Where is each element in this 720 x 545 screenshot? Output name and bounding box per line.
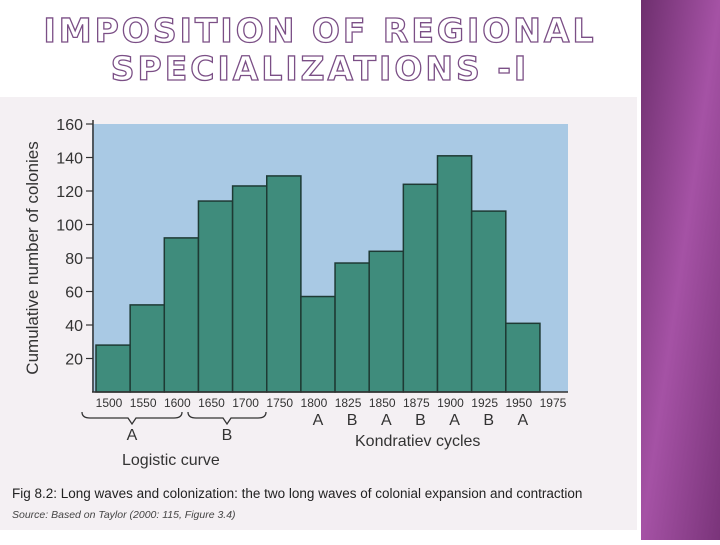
x-tick-label: 1925 (471, 396, 498, 410)
bar (368, 250, 405, 393)
bar (470, 210, 507, 393)
x-tick-label: 1850 (369, 396, 396, 410)
x-tick-label: 1900 (437, 396, 464, 410)
logistic-phase: B (222, 427, 233, 444)
x-tick-label: 1950 (505, 396, 532, 410)
kondratiev-phase: A (449, 412, 460, 429)
bracket (81, 411, 183, 426)
x-tick-label: 1600 (164, 396, 191, 410)
bar (300, 295, 336, 393)
bar (129, 304, 166, 393)
x-tick-label: 1975 (540, 396, 567, 410)
x-tick-label: 1800 (301, 396, 328, 410)
y-tick-label: 120 (56, 184, 83, 201)
bar (197, 200, 234, 393)
kondratiev-phase: A (381, 412, 392, 429)
bar (95, 344, 131, 393)
y-tick-label: 100 (56, 218, 83, 235)
slide-title: SPECIALIZATIONS -I (111, 49, 529, 88)
x-tick-label: 1750 (266, 396, 293, 410)
kondratiev-label: Kondratiev cycles (355, 433, 480, 450)
y-tick-label: 60 (65, 285, 83, 302)
bar (402, 183, 439, 393)
logistic-phase: A (127, 427, 138, 444)
bar (505, 322, 541, 393)
y-tick-label: 80 (65, 251, 83, 268)
kondratiev-phase: B (415, 412, 426, 429)
bar (231, 185, 268, 393)
x-tick-label: 1550 (130, 396, 157, 410)
x-tick-label: 1875 (403, 396, 430, 410)
bar (436, 155, 473, 393)
logistic-label: Logistic curve (122, 452, 220, 469)
x-tick-label: 1825 (335, 396, 362, 410)
x-tick-label: 1700 (232, 396, 259, 410)
y-tick-label: 40 (65, 318, 83, 335)
kondratiev-phase: B (483, 412, 494, 429)
kondratiev-phase: A (313, 412, 324, 429)
x-tick-label: 1500 (96, 396, 123, 410)
kondratiev-phase: A (518, 412, 529, 429)
slide-title: IMPOSITION OF REGIONAL (44, 11, 597, 50)
bar (334, 262, 370, 393)
bar (266, 175, 302, 393)
x-tick-label: 1650 (198, 396, 225, 410)
y-tick-label: 140 (56, 151, 83, 168)
y-tick-label: 20 (65, 352, 83, 369)
side-strip (641, 0, 720, 540)
bracket (187, 411, 267, 426)
plot: 20 40 60 80 100 120 140 160 1500 1550 1600 1650 1700… (56, 117, 568, 469)
y-tick-label: 160 (56, 117, 83, 134)
bar (163, 237, 200, 393)
kondratiev-phase: B (347, 412, 358, 429)
y-axis-label: Cumulative number of colonies (23, 141, 42, 374)
source: Source: Based on Taylor (2000: 115, Figu… (12, 509, 236, 521)
caption: Fig 8.2: Long waves and colonization: th… (12, 486, 582, 501)
